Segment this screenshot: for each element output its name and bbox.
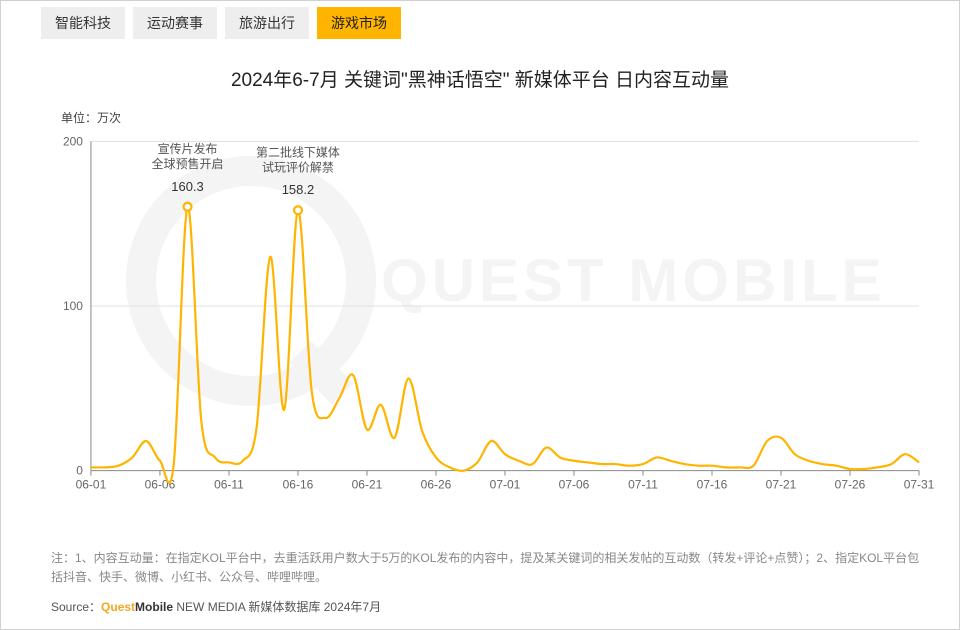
svg-text:07-06: 07-06 xyxy=(559,478,590,492)
svg-text:200: 200 xyxy=(63,134,83,148)
source-prefix: Source： xyxy=(51,600,101,614)
tab-1[interactable]: 运动赛事 xyxy=(133,7,217,39)
svg-text:06-01: 06-01 xyxy=(76,478,107,492)
svg-text:100: 100 xyxy=(63,299,83,313)
svg-text:07-01: 07-01 xyxy=(490,478,521,492)
brand-mobile: Mobile xyxy=(135,600,173,614)
footnote: 注：1、内容互动量：在指定KOL平台中，去重活跃用户数大于5万的KOL发布的内容… xyxy=(51,549,929,587)
svg-text:158.2: 158.2 xyxy=(282,182,314,197)
svg-text:全球预售开启: 全球预售开启 xyxy=(152,156,224,171)
svg-text:06-16: 06-16 xyxy=(283,478,314,492)
svg-text:160.3: 160.3 xyxy=(171,179,203,194)
tab-0[interactable]: 智能科技 xyxy=(41,7,125,39)
tab-2[interactable]: 旅游出行 xyxy=(225,7,309,39)
source-rest: NEW MEDIA 新媒体数据库 2024年7月 xyxy=(173,600,381,614)
y-axis-unit: 单位：万次 xyxy=(61,109,121,126)
svg-text:07-26: 07-26 xyxy=(835,478,866,492)
svg-text:07-16: 07-16 xyxy=(697,478,728,492)
svg-text:宣传片发布: 宣传片发布 xyxy=(158,141,218,156)
tab-3[interactable]: 游戏市场 xyxy=(317,7,401,39)
svg-text:0: 0 xyxy=(76,464,83,478)
brand-quest: Quest xyxy=(101,600,135,614)
svg-text:06-21: 06-21 xyxy=(352,478,383,492)
svg-text:06-11: 06-11 xyxy=(214,478,244,492)
svg-text:试玩评价解禁: 试玩评价解禁 xyxy=(262,159,334,174)
svg-text:07-21: 07-21 xyxy=(766,478,797,492)
dashboard-root: QUEST MOBILE 智能科技运动赛事旅游出行游戏市场 2024年6-7月 … xyxy=(0,0,960,630)
source-line: Source：QuestMobile NEW MEDIA 新媒体数据库 2024… xyxy=(51,598,381,615)
svg-text:06-26: 06-26 xyxy=(421,478,452,492)
svg-text:07-11: 07-11 xyxy=(628,478,658,492)
chart-title: 2024年6-7月 关键词"黑神话悟空" 新媒体平台 日内容互动量 xyxy=(1,65,959,92)
svg-text:第二批线下媒体: 第二批线下媒体 xyxy=(256,144,340,159)
line-chart: 010020006-0106-0606-1106-1606-2106-2607-… xyxy=(61,131,929,501)
svg-text:07-31: 07-31 xyxy=(904,478,935,492)
tab-bar: 智能科技运动赛事旅游出行游戏市场 xyxy=(1,1,959,39)
